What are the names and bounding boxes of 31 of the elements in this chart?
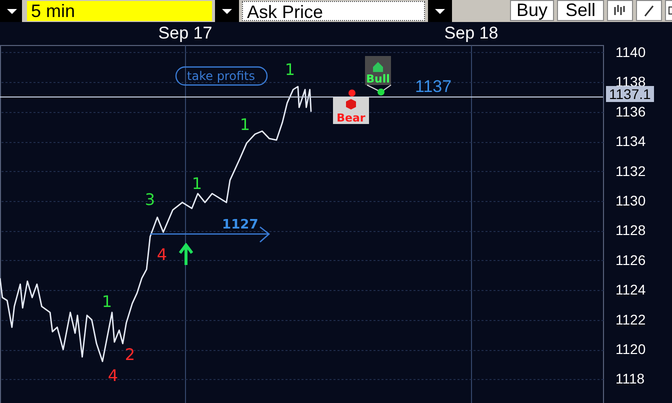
annotation: 4 (108, 366, 118, 385)
annotation: 1 (102, 292, 112, 311)
annotation: 2 (124, 345, 136, 364)
x-tick-label: Sep 18 (444, 24, 498, 42)
y-tick-label: 1124 (616, 282, 646, 298)
text: 1137.1 (606, 86, 654, 102)
ref-line-label: 1137 (415, 76, 452, 96)
annotation: Bull (366, 72, 390, 86)
y-tick-label: 1134 (616, 133, 646, 150)
annotation: take profits (187, 69, 255, 83)
annotation: 4 (156, 245, 168, 264)
y-tick-label: 1122 (616, 311, 646, 328)
y-tick-label: 1130 (616, 192, 646, 208)
x-tick-label: Sep 17 (158, 24, 212, 42)
annotation: Bear (336, 112, 366, 124)
text: Sell (557, 0, 604, 21)
text: 5 min (27, 1, 212, 21)
annotation: 1127 (222, 218, 258, 233)
annotation: 1 (284, 60, 296, 79)
y-tick-label: 1136 (616, 103, 646, 120)
y-tick-label: 1120 (616, 341, 646, 358)
y-tick-label: 1128 (616, 222, 646, 238)
y-tick-label: 1118 (616, 370, 645, 387)
y-tick-label: 1126 (616, 252, 646, 268)
annotation: 3 (144, 190, 156, 209)
text: Buy (510, 0, 554, 21)
y-tick-label: 1132 (616, 162, 646, 179)
y-tick-label: 1140 (616, 44, 646, 60)
text: Ask Price (242, 1, 425, 22)
annotation: 1 (192, 174, 202, 193)
annotation: 1 (240, 115, 250, 134)
